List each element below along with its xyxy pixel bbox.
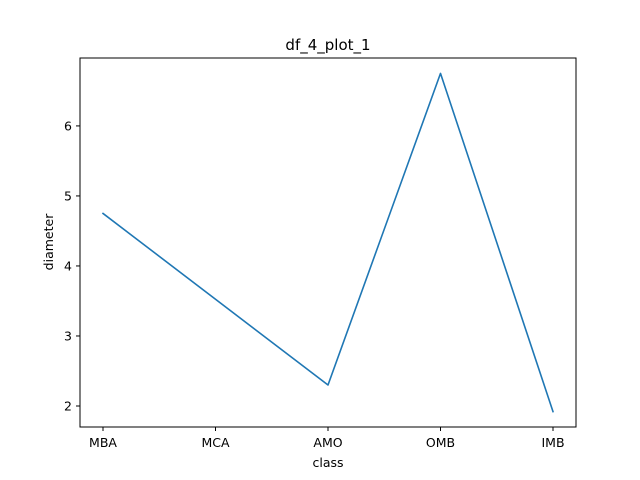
y-tick-label: 2 bbox=[64, 398, 72, 413]
y-tick-label: 3 bbox=[64, 328, 72, 343]
x-tick-label: MCA bbox=[201, 435, 230, 450]
series-line bbox=[101, 72, 555, 413]
y-tick-label: 5 bbox=[64, 188, 72, 203]
x-tick-label: AMO bbox=[313, 435, 342, 450]
y-tick-label: 4 bbox=[64, 258, 72, 273]
chart-title: df_4_plot_1 bbox=[285, 36, 370, 55]
y-tick-label: 6 bbox=[64, 118, 72, 133]
plot-frame bbox=[79, 57, 577, 428]
series-group bbox=[101, 72, 555, 413]
x-axis-ticks: MBA MCA AMO OMB IMB bbox=[89, 427, 565, 450]
x-tick-label: OMB bbox=[426, 435, 455, 450]
plot-area bbox=[80, 58, 576, 427]
x-tick-label: IMB bbox=[541, 435, 564, 450]
y-axis-ticks: 2 3 4 5 6 bbox=[64, 118, 80, 413]
x-tick-label: MBA bbox=[89, 435, 117, 450]
y-axis-label: diameter bbox=[41, 213, 56, 271]
x-axis-label: class bbox=[312, 455, 343, 470]
